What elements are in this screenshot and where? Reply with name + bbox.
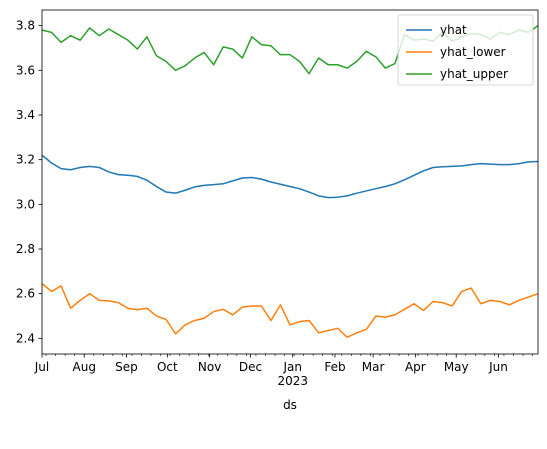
x-tick-label: Feb	[324, 360, 345, 374]
x-axis-title: ds	[283, 398, 297, 412]
x-tick-label: Jan	[282, 360, 302, 374]
y-tick-label: 3.8	[16, 19, 35, 33]
y-tick-label: 2.6	[16, 287, 35, 301]
x-tick-label: Dec	[239, 360, 262, 374]
series-line-yhat-lower	[42, 283, 538, 338]
x-tick-label: Aug	[73, 360, 96, 374]
y-axis: 2.4 2.6 2.8 3.0 3.2 3.4 3.6 3.8	[16, 19, 42, 345]
legend-box	[397, 14, 534, 86]
x-tick-label: Jun	[488, 360, 508, 374]
y-tick-label: 3.4	[16, 108, 35, 122]
x-tick-label: Sep	[115, 360, 138, 374]
x-tick-label: Apr	[405, 360, 426, 374]
x-tick-label: Jul	[34, 360, 49, 374]
y-tick-label: 2.4	[16, 331, 35, 345]
series-line-yhat	[42, 154, 538, 199]
x-tick-label: Nov	[198, 360, 221, 374]
legend: yhat yhat_lower yhat_upper	[397, 14, 534, 86]
legend-label: yhat_upper	[440, 67, 508, 81]
x-tick-label: May	[444, 360, 469, 374]
y-tick-label: 3.6	[16, 63, 35, 77]
x-tick-sublabel: 2023	[277, 374, 308, 388]
legend-label: yhat_lower	[440, 45, 506, 59]
y-tick-label: 2.8	[16, 242, 35, 256]
legend-label: yhat	[440, 23, 467, 37]
y-tick-label: 3.0	[16, 197, 35, 211]
plot-frame	[41, 9, 539, 355]
x-tick-label: Mar	[362, 360, 385, 374]
x-tick-label: Oct	[157, 360, 178, 374]
y-tick-label: 3.2	[16, 153, 35, 167]
